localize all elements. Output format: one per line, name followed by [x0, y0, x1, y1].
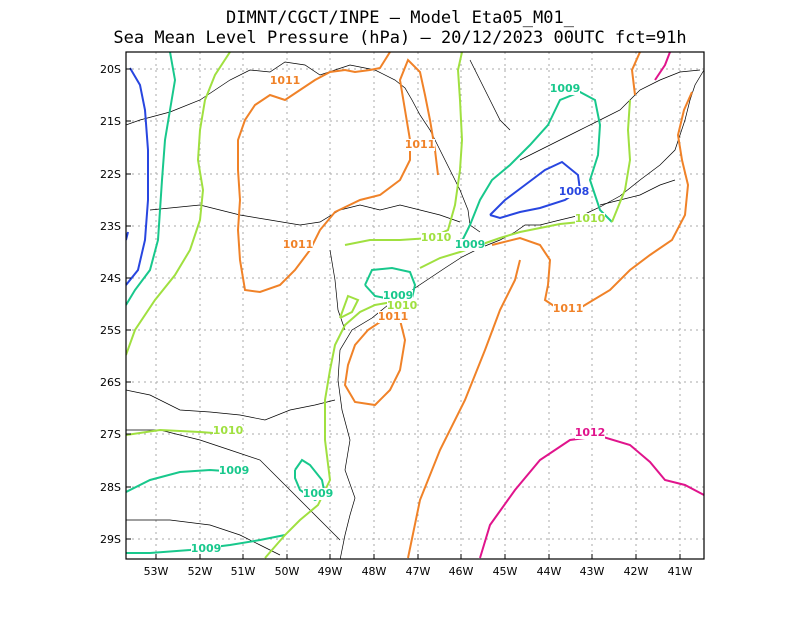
isobar-1009 [459, 90, 613, 246]
lon-tick-label: 53W [144, 565, 169, 578]
isobar-1011 [236, 52, 439, 294]
lat-lon-grid [126, 52, 704, 559]
state-border [469, 59, 511, 131]
lon-tick-label: 42W [624, 565, 649, 578]
isobar-label: 1011 [270, 74, 301, 87]
isobar-1009 [126, 52, 177, 306]
map-title-line1: DIMNT/CGCT/INPE – Model Eta05_M01_ [226, 8, 574, 28]
state-border [126, 61, 481, 233]
lat-tick-label: 26S [100, 376, 121, 389]
lat-tick-label: 27S [100, 428, 121, 441]
isobar-label: 1008 [559, 185, 590, 198]
isobar-label: 1011 [405, 138, 436, 151]
isobar-1008 [126, 67, 149, 286]
lon-tick-label: 47W [406, 565, 431, 578]
isobar-label-bg [421, 232, 451, 244]
isobar-label-bg [303, 488, 333, 500]
isobar-label: 1010 [575, 212, 606, 225]
isobar-label-bg [283, 239, 313, 251]
isobar-label-bg [553, 303, 583, 315]
state-border [126, 519, 281, 556]
isobar-label: 1009 [219, 464, 250, 477]
isobar-label-bg [383, 290, 413, 302]
map-title-line2: Sea Mean Level Pressure (hPa) – 20/12/20… [113, 28, 687, 48]
isobar-label-bg [405, 139, 435, 151]
isobar-label: 1009 [383, 289, 414, 302]
isobar-1010 [339, 294, 360, 319]
state-border [329, 249, 346, 331]
isobar-label-bg [387, 300, 417, 312]
isobar-label: 1009 [455, 238, 486, 251]
isobar-1008 [489, 160, 582, 220]
lon-tick-label: 48W [362, 565, 387, 578]
isobar-label: 1011 [283, 238, 314, 251]
isobar-1011 [491, 91, 693, 312]
lat-tick-label: 22S [100, 168, 121, 181]
isobar-1011 [407, 259, 521, 559]
lat-tick-label: 28S [100, 481, 121, 494]
isobar-label: 1010 [387, 299, 418, 312]
lon-tick-label: 51W [231, 565, 256, 578]
isobar-label-bg [378, 311, 408, 323]
isobar-label: 1010 [213, 424, 244, 437]
lon-tick-label: 49W [318, 565, 343, 578]
isobar-1009 [364, 266, 417, 302]
isobar-label: 1009 [550, 82, 581, 95]
coastline [337, 69, 704, 559]
lon-tick-label: 45W [493, 565, 518, 578]
map-frame [125, 51, 705, 560]
isobar-label: 1010 [421, 231, 452, 244]
lon-tick-label: 43W [580, 565, 605, 578]
lat-tick-label: 29S [100, 533, 121, 546]
isobar-1010 [344, 52, 464, 246]
isobar-1011 [343, 317, 407, 407]
lon-tick-label: 46W [449, 565, 474, 578]
isobar-1011 [630, 52, 641, 96]
isobar-label-bg [550, 83, 580, 95]
isobar-label: 1011 [378, 310, 409, 323]
lat-tick-label: 25S [100, 324, 121, 337]
lat-tick-label: 21S [100, 115, 121, 128]
state-border [599, 179, 676, 206]
lat-tick-label: 20S [100, 63, 121, 76]
state-border [126, 429, 341, 541]
isobar-label-bg [191, 543, 221, 555]
isobar-label-bg [575, 427, 605, 439]
isobar-label: 1009 [303, 487, 334, 500]
isobar-1010 [264, 301, 393, 559]
lon-tick-label: 50W [275, 565, 300, 578]
state-border [126, 389, 336, 421]
isobar-1010 [419, 219, 601, 269]
isobar-label-bg [219, 465, 249, 477]
isobar-label-bg [270, 75, 300, 87]
lon-tick-label: 52W [188, 565, 213, 578]
state-border [519, 69, 701, 161]
isobar-labels: 1011101110091008101010111010100910091010… [191, 74, 606, 555]
lat-tick-label: 24S [100, 272, 121, 285]
isobar-label: 1011 [553, 302, 584, 315]
lon-tick-label: 44W [537, 565, 562, 578]
isobar-label: 1009 [191, 542, 222, 555]
isobar-label-bg [575, 213, 605, 225]
map-axes: 20S 21S 22S 23S 24S 25S 26S 27S 28S 29S 53W 52W 51W 5… [100, 63, 693, 578]
isobar-label: 1012 [575, 426, 606, 439]
lon-tick-label: 41W [668, 565, 693, 578]
isobar-1012 [654, 52, 671, 81]
isobar-label-bg [455, 239, 485, 251]
lat-tick-label: 23S [100, 220, 121, 233]
isobar-1010 [126, 52, 231, 356]
isobar-label-bg [559, 186, 589, 198]
isobar-label-bg [213, 425, 243, 437]
isobar-1010 [611, 99, 632, 223]
state-border [149, 204, 461, 226]
